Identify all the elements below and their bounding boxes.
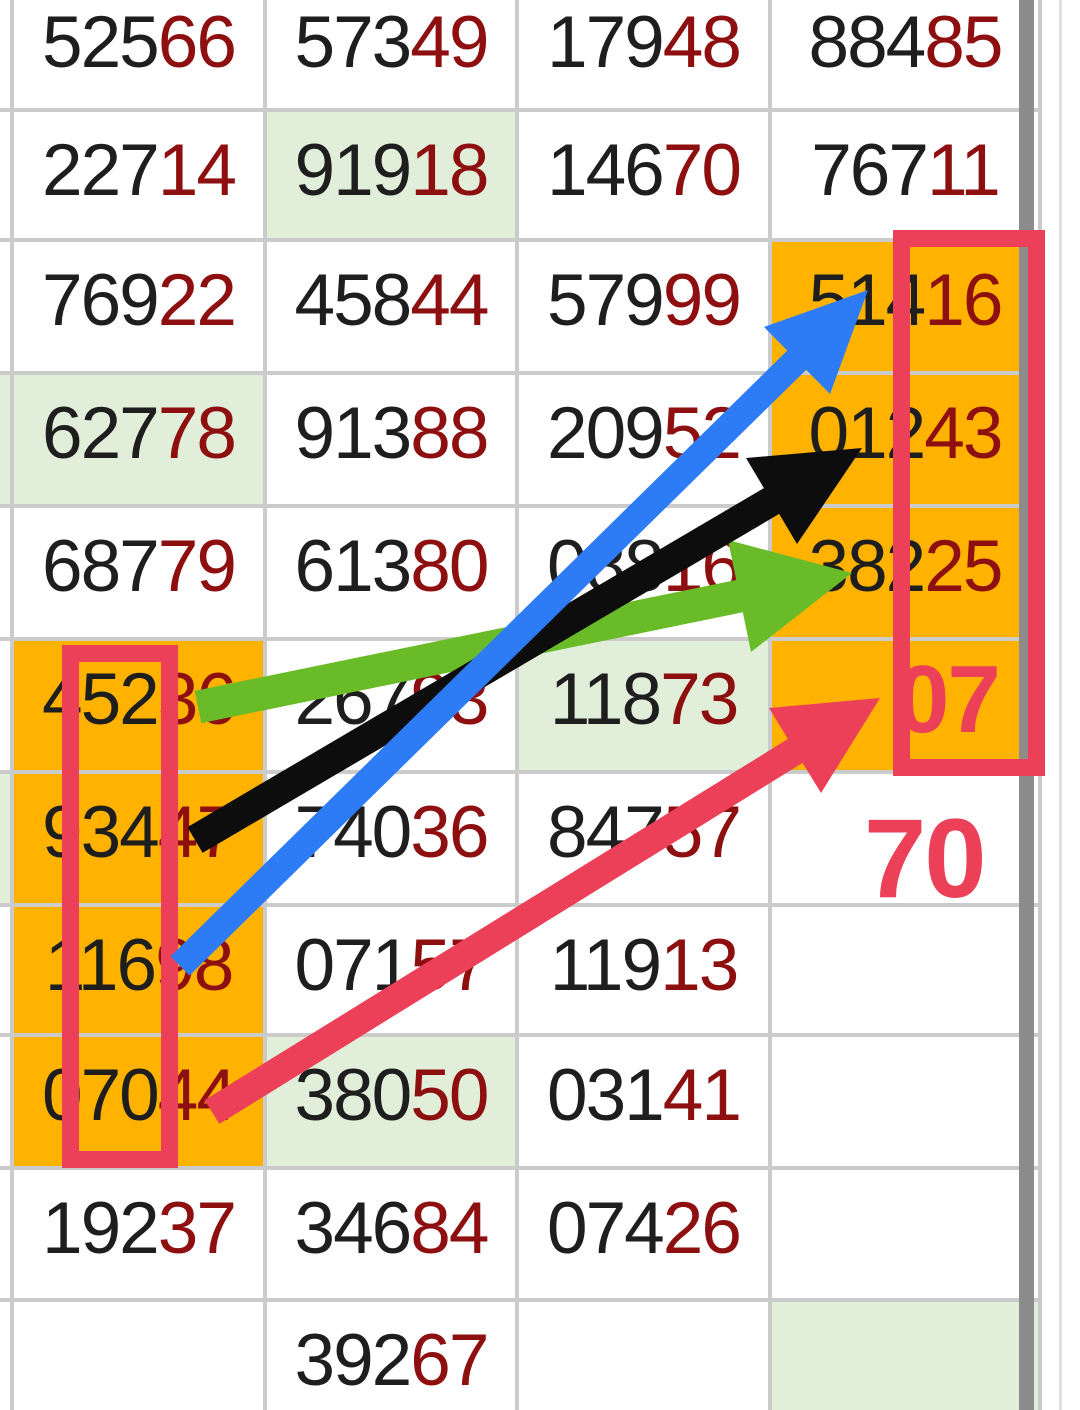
red-arrow-head — [769, 698, 880, 793]
cutoff-column-sliver — [0, 375, 10, 504]
grid-line — [0, 108, 1042, 112]
cell-number: 17948 — [546, 2, 742, 83]
red-rect-column4 — [893, 230, 1045, 776]
cell-r2c2: 91918 — [267, 112, 515, 238]
cell-r6c3: 11873 — [519, 641, 768, 770]
cell-number: 68779 — [41, 526, 237, 607]
cell-r5c2: 61380 — [267, 508, 515, 637]
cell-number: 76922 — [41, 260, 237, 341]
grid-line — [0, 238, 1042, 242]
cell-r1c2: 57349 — [267, 0, 515, 108]
cell-r3c1: 76922 — [14, 242, 263, 371]
cutoff-column-sliver — [0, 774, 10, 903]
cutoff-column-sliver — [0, 242, 10, 371]
cell-number: 61380 — [294, 526, 489, 607]
cell-r10c1: 19237 — [14, 1170, 263, 1298]
cell-r8c3: 11913 — [519, 907, 768, 1033]
cell-number: 62778 — [41, 393, 237, 474]
cell-number: 76711 — [811, 130, 1001, 211]
cell-number: 91388 — [294, 393, 489, 474]
cell-r2c4: 76711 — [772, 112, 1038, 238]
cell-r5c1: 68779 — [14, 508, 263, 637]
cell-number: 57999 — [546, 260, 742, 341]
cell-number: 22714 — [41, 130, 237, 211]
cell-r1c1: 52566 — [14, 0, 263, 108]
cell-number: 07426 — [546, 1188, 742, 1269]
cell-r8c4 — [772, 907, 1038, 1033]
red-arrow-shaft — [204, 736, 808, 1124]
grid-line — [768, 0, 772, 1410]
cell-r11c2: 39267 — [267, 1302, 515, 1410]
cell-r10c2: 34684 — [267, 1170, 515, 1298]
cell-r11c1 — [14, 1302, 263, 1410]
cell-number: 03141 — [546, 1055, 742, 1136]
cell-number: 20952 — [546, 393, 742, 474]
cutoff-column-sliver — [0, 1037, 10, 1166]
outer-column-border — [1059, 0, 1062, 1410]
cell-r9c3: 03141 — [519, 1037, 768, 1166]
grid-line — [0, 1033, 1042, 1037]
cell-number: 52566 — [41, 2, 237, 83]
grid-line — [0, 504, 1042, 508]
cell-number: 39267 — [294, 1320, 489, 1401]
cell-r3c2: 45844 — [267, 242, 515, 371]
cutoff-column-sliver — [0, 508, 10, 637]
cell-r1c3: 17948 — [519, 0, 768, 108]
cell-r10c3: 07426 — [519, 1170, 768, 1298]
cell-number: 74036 — [294, 792, 489, 873]
grid-line — [10, 0, 14, 1410]
annotation-pair-07: 07 — [896, 646, 1001, 753]
annotation-pair-70: 70 — [864, 796, 987, 921]
cell-number: 34684 — [294, 1188, 489, 1269]
grid-line — [0, 770, 1042, 774]
red-rect-column1 — [62, 645, 178, 1168]
black-arrow-head — [746, 448, 862, 544]
grid-line — [515, 0, 519, 1410]
green-arrow-shaft — [194, 578, 749, 724]
cell-number: 11873 — [549, 659, 740, 740]
cutoff-column-sliver — [0, 641, 10, 770]
grid-line — [0, 1166, 1042, 1170]
cutoff-column-sliver — [0, 112, 10, 238]
blue-arrow-head — [764, 290, 868, 394]
cutoff-column-sliver — [0, 907, 10, 1033]
cell-number: 88485 — [808, 2, 1003, 83]
cutoff-column-sliver — [0, 1302, 10, 1410]
cutoff-column-sliver — [0, 0, 10, 108]
cell-r10c4 — [772, 1170, 1038, 1298]
cell-r3c3: 57999 — [519, 242, 768, 371]
cell-number: 45844 — [294, 260, 489, 341]
green-arrow-head — [728, 540, 852, 652]
grid-line — [0, 371, 1042, 375]
cutoff-column-sliver — [0, 1170, 10, 1298]
cell-number: 91918 — [294, 130, 489, 211]
cell-r11c3 — [519, 1302, 768, 1410]
cell-r1c4: 88485 — [772, 0, 1038, 108]
cell-r4c1: 62778 — [14, 375, 263, 504]
cell-number: 38050 — [294, 1055, 489, 1136]
cell-number: 51416 — [808, 260, 1003, 341]
cell-number: 57349 — [294, 2, 489, 83]
cell-r4c2: 91388 — [267, 375, 515, 504]
cell-number: 19237 — [41, 1188, 237, 1269]
blue-arrow-shaft — [170, 347, 810, 976]
cell-r11c4 — [772, 1302, 1038, 1410]
cell-r7c4 — [772, 774, 1038, 903]
grid-line — [0, 1298, 1042, 1302]
cell-r2c3: 14670 — [519, 112, 768, 238]
cell-r2c1: 22714 — [14, 112, 263, 238]
cell-number: 11913 — [549, 925, 740, 1006]
cell-r9c2: 38050 — [267, 1037, 515, 1166]
cell-number: 14670 — [546, 130, 742, 211]
cell-r9c4 — [772, 1037, 1038, 1166]
